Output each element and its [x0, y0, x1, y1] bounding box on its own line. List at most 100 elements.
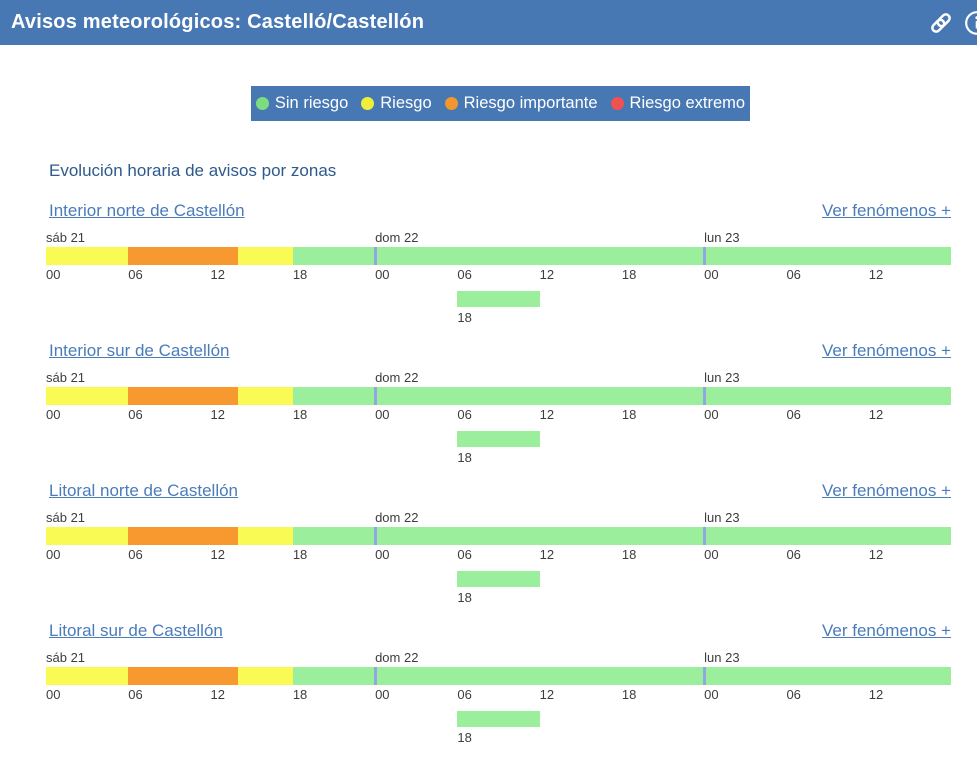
tick-label: 06 — [786, 267, 801, 282]
tick-label: 00 — [704, 407, 719, 422]
warning-bar-overflow — [457, 431, 540, 447]
zone-section: Interior sur de Castellón Ver fenómenos … — [46, 341, 951, 465]
ver-fenomenos-link[interactable]: Ver fenómenos + — [821, 201, 951, 220]
risk-segment — [128, 527, 238, 545]
legend-item: Riesgo — [361, 94, 432, 113]
tick-label: 18 — [292, 687, 308, 702]
day-label: sáb 21 — [46, 230, 86, 245]
page-title: Avisos meteorológicos: Castelló/Castelló… — [11, 11, 425, 33]
tick-label: 18 — [621, 547, 637, 562]
tick-label: 06 — [128, 407, 143, 422]
ver-fenomenos-link[interactable]: Ver fenómenos + — [821, 481, 951, 500]
risk-segment — [292, 387, 951, 405]
risk-legend: Sin riesgo Riesgo Riesgo importante Ries… — [251, 86, 750, 121]
tick-label: 12 — [539, 687, 555, 702]
day-label: lun 23 — [704, 650, 740, 665]
tick-label: 06 — [786, 547, 801, 562]
risk-segment — [128, 387, 238, 405]
risk-segment — [128, 247, 238, 265]
risk-segment — [292, 247, 951, 265]
section-title: Evolución horaria de avisos por zonas — [49, 161, 337, 180]
tick-label: 18 — [292, 407, 308, 422]
tick-label: 12 — [868, 267, 884, 282]
tick-label: 00 — [375, 547, 390, 562]
warning-bar-overflow — [457, 711, 540, 727]
tick-labels-row: 00 06 12 18 00 06 12 18 00 06 12 — [46, 267, 951, 282]
legend-label: Sin riesgo — [274, 94, 349, 112]
tick-label: 06 — [128, 687, 143, 702]
day-label: lun 23 — [704, 510, 740, 525]
zone-timeline: sáb 21 dom 22 lun 23 00 06 12 18 00 06 12 18 00 06 1… — [46, 370, 951, 465]
overflow-row: 18 — [46, 571, 951, 605]
zone-timeline: sáb 21 dom 22 lun 23 00 06 12 18 00 06 12 18 00 06 1… — [46, 230, 951, 325]
day-labels-row: sáb 21 dom 22 lun 23 — [46, 510, 951, 525]
tick-label: 00 — [704, 267, 719, 282]
zone-header: Litoral norte de Castellón Ver fenómenos… — [46, 481, 951, 503]
zone-section: Litoral norte de Castellón Ver fenómenos… — [46, 481, 951, 605]
tick-label: 18 — [292, 267, 308, 282]
day-labels-row: sáb 21 dom 22 lun 23 — [46, 230, 951, 245]
tick-label: 06 — [457, 687, 472, 702]
risk-dot-icon — [255, 97, 269, 110]
tick-label: 00 — [704, 547, 719, 562]
zones-container: Interior norte de Castellón Ver fenómeno… — [46, 201, 951, 745]
tick-label: 06 — [128, 547, 143, 562]
tick-label: 00 — [375, 407, 390, 422]
risk-segment — [128, 667, 238, 685]
tick-label: 12 — [868, 547, 884, 562]
tick-label: 12 — [539, 267, 555, 282]
tick-label: 12 — [539, 407, 555, 422]
zone-header: Interior sur de Castellón Ver fenómenos … — [46, 341, 951, 363]
day-label: lun 23 — [704, 230, 740, 245]
header-bar: Avisos meteorológicos: Castelló/Castelló… — [0, 0, 977, 45]
tick-label: 12 — [868, 687, 884, 702]
day-label: lun 23 — [704, 370, 740, 385]
day-separator — [374, 667, 378, 685]
legend-item: Sin riesgo — [255, 94, 349, 113]
risk-dot-icon — [444, 97, 458, 110]
day-label: sáb 21 — [46, 650, 86, 665]
risk-dot-icon — [610, 97, 624, 110]
tick-label: 12 — [210, 547, 225, 562]
legend-label: Riesgo — [380, 94, 432, 112]
tick-label: 18 — [621, 267, 637, 282]
risk-segment — [237, 667, 293, 685]
zone-section: Interior norte de Castellón Ver fenómeno… — [46, 201, 951, 325]
tick-label: 00 — [46, 407, 61, 422]
zone-title-link[interactable]: Litoral sur de Castellón — [49, 621, 223, 640]
link-icon[interactable] — [928, 10, 954, 36]
day-label: dom 22 — [375, 510, 419, 525]
tick-labels-row: 00 06 12 18 00 06 12 18 00 06 12 — [46, 687, 951, 702]
legend-item: Riesgo extremo — [610, 94, 745, 113]
zone-timeline: sáb 21 dom 22 lun 23 00 06 12 18 00 06 12 18 00 06 1… — [46, 650, 951, 745]
overflow-tick-label: 18 — [457, 450, 472, 465]
tick-label: 00 — [704, 687, 719, 702]
tick-label: 06 — [128, 267, 143, 282]
tick-label: 06 — [457, 407, 472, 422]
day-separator — [703, 667, 707, 685]
day-separator — [374, 387, 378, 405]
risk-segment — [46, 527, 129, 545]
tick-label: 06 — [457, 547, 472, 562]
day-separator — [374, 247, 378, 265]
info-icon[interactable] — [964, 10, 977, 36]
day-label: dom 22 — [375, 650, 419, 665]
day-label: dom 22 — [375, 370, 419, 385]
tick-label: 18 — [621, 687, 637, 702]
tick-label: 12 — [539, 547, 555, 562]
ver-fenomenos-link[interactable]: Ver fenómenos + — [821, 621, 951, 640]
tick-label: 18 — [621, 407, 637, 422]
day-labels-row: sáb 21 dom 22 lun 23 — [46, 370, 951, 385]
zone-title-link[interactable]: Interior norte de Castellón — [49, 201, 245, 220]
zone-title-link[interactable]: Interior sur de Castellón — [49, 341, 230, 360]
risk-segment — [237, 387, 293, 405]
ver-fenomenos-link[interactable]: Ver fenómenos + — [821, 341, 951, 360]
tick-label: 18 — [292, 547, 308, 562]
risk-segment — [292, 667, 951, 685]
overflow-row: 18 — [46, 711, 951, 745]
tick-label: 12 — [210, 687, 225, 702]
day-label: dom 22 — [375, 230, 419, 245]
zone-title-link[interactable]: Litoral norte de Castellón — [49, 481, 239, 500]
tick-label: 00 — [375, 687, 390, 702]
risk-segment — [46, 387, 129, 405]
